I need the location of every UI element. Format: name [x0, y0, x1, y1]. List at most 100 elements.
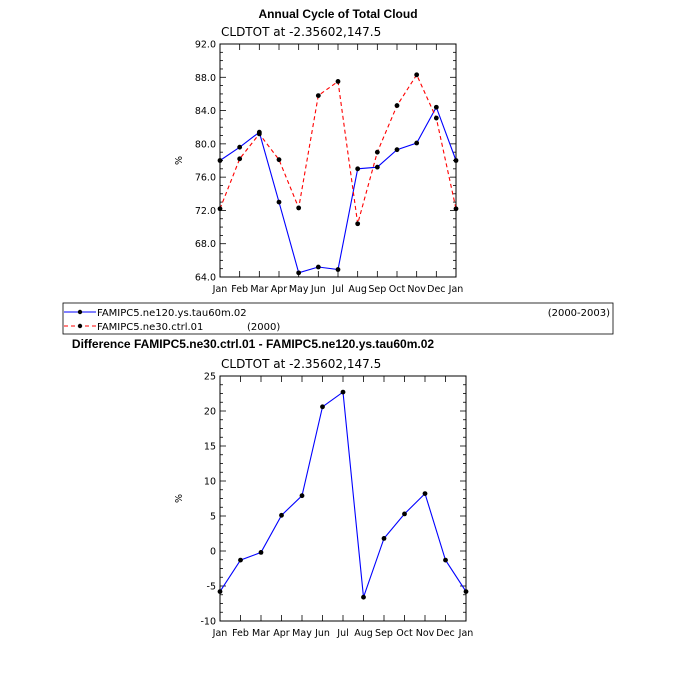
- chart2-ytick-label: 5: [210, 512, 216, 523]
- chart1-series-1-point: [355, 166, 361, 172]
- chart2-series-1-point: [463, 589, 469, 594]
- chart1-xtick-label: May: [289, 284, 309, 295]
- legend-marker-series-1: [77, 309, 83, 315]
- chart1-ytick-label: 68.0: [195, 239, 216, 250]
- chart2-series-1-point: [258, 550, 264, 555]
- chart1-xtick-label: Dec: [427, 284, 445, 295]
- chart1-title: Annual Cycle of Total Cloud: [258, 7, 417, 21]
- chart2-xtick-label: Nov: [416, 628, 435, 639]
- legend-label-series-1: FAMIPC5.ne120.ys.tau60m.02: [97, 308, 247, 319]
- chart1-ytick-label: 76.0: [195, 173, 216, 184]
- chart2-series-1-point: [320, 404, 325, 410]
- chart1-series-2-point: [355, 221, 361, 227]
- chart2-series-1-point: [381, 536, 387, 541]
- chart1-xtick-label: Mar: [250, 284, 268, 295]
- chart1-series-2-point: [256, 131, 262, 137]
- chart1-ytick-label: 80.0: [195, 139, 216, 150]
- chart1-series-2-point: [414, 72, 420, 78]
- chart1-series-2-point: [335, 79, 341, 84]
- chart1-xtick-label: Sep: [368, 284, 386, 295]
- chart1-series-1-point: [296, 270, 302, 276]
- chart1-series-2-point: [374, 149, 380, 155]
- chart1-series-2-line: [219, 73, 457, 224]
- chart1-xtick-label: Oct: [389, 284, 406, 295]
- legend-label-series-2: FAMIPC5.ne30.ctrl.01: [97, 322, 203, 333]
- chart1-xtick-label: Feb: [231, 284, 248, 295]
- chart1-ytick-label: 92.0: [195, 40, 216, 51]
- chart1-ytick-label: 84.0: [195, 106, 216, 117]
- chart1-series-1-point: [414, 140, 420, 146]
- chart1-subtitle: CLDTOT at -2.35602,147.5: [221, 25, 381, 39]
- chart2-xtick-label: Jan: [212, 628, 228, 639]
- chart1-series-2-point: [453, 206, 459, 212]
- chart1-series-2-point: [394, 103, 400, 108]
- chart1-xtick-label: Aug: [348, 284, 367, 295]
- chart1-series-1-point: [217, 158, 223, 163]
- chart2-xtick-label: Jan: [458, 628, 474, 639]
- chart2-series-1-line: [219, 391, 467, 598]
- chart1-series-1-point: [335, 267, 341, 272]
- chart2-ytick-label: -10: [200, 617, 216, 628]
- chart2-ylabel: %: [174, 494, 185, 503]
- chart1-xtick-label: Jul: [331, 284, 343, 295]
- chart2-ytick-label: 15: [204, 442, 216, 453]
- chart2-title: Difference FAMIPC5.ne30.ctrl.01 - FAMIPC…: [72, 337, 434, 351]
- chart2-plot: -10 -5 0 5 10 15 20 25% Jan Feb Mar Apr May Jun Jul Aug…: [174, 372, 473, 640]
- chart2-series-1-point: [217, 589, 223, 594]
- chart1-xtick-label: Jun: [310, 284, 326, 295]
- legend-period-series-2: (2000): [247, 322, 280, 333]
- chart2-xtick-label: Dec: [436, 628, 454, 639]
- legend: FAMIPC5.ne120.ys.tau60m.02 (2000-2003) F…: [62, 302, 614, 335]
- chart2-ytick-label: 10: [204, 477, 216, 488]
- chart1-ylabel: %: [174, 156, 185, 165]
- chart2-ytick-label: 0: [210, 547, 216, 558]
- chart2-xtick-label: May: [292, 628, 312, 639]
- chart2-frame: [219, 375, 467, 622]
- chart1-frame: [219, 43, 457, 278]
- legend-marker-series-2: [77, 323, 83, 329]
- chart2-xtick-label: Jul: [336, 628, 348, 639]
- legend-period-series-1: (2000-2003): [548, 308, 610, 319]
- chart2-xtick-label: Aug: [354, 628, 373, 639]
- chart2-xtick-label: Apr: [273, 628, 290, 639]
- chart2-xtick-label: Mar: [252, 628, 270, 639]
- chart2-series-1-point: [238, 557, 243, 563]
- chart1-plot: 64.068.072.076.080.084.088.092.0%Jan Feb M…: [174, 40, 463, 296]
- chart1-series-2-point: [276, 157, 282, 163]
- chart1-series-1-point: [276, 199, 282, 205]
- chart1-series-1-point: [374, 164, 380, 170]
- chart1-series-1-point: [237, 144, 243, 150]
- chart2-series-1-point: [279, 512, 284, 518]
- chart2-series-1-point: [402, 511, 407, 517]
- chart2-xtick-label: Sep: [375, 628, 393, 639]
- chart1-series-2-point: [237, 156, 243, 162]
- chart2-series-1-point: [299, 493, 305, 499]
- chart2-series-1-point: [422, 491, 428, 496]
- chart1-series-2-point: [296, 205, 302, 211]
- chart1-series-1-point: [453, 158, 459, 163]
- chart2-xtick-label: Feb: [232, 628, 249, 639]
- legend-box: [62, 302, 614, 335]
- chart2-ytick-label: 20: [204, 407, 216, 418]
- chart1-series-1-point: [315, 264, 321, 270]
- chart2-series-1-point: [361, 594, 366, 600]
- chart2-series-1-point: [340, 389, 346, 395]
- chart1-series-2-point: [217, 206, 223, 212]
- chart2-ytick-label: 25: [204, 372, 216, 383]
- chart2-ytick-label: -5: [207, 582, 216, 593]
- chart2-series-1-point: [443, 557, 448, 563]
- chart1-ytick-label: 72.0: [195, 206, 216, 217]
- chart1-xtick-label: Nov: [407, 284, 426, 295]
- chart1-series-2-point: [315, 93, 321, 98]
- chart1-xtick-label: Jan: [448, 284, 464, 295]
- chart1-series-1-point: [394, 147, 400, 153]
- chart1-xtick-label: Jan: [212, 284, 228, 295]
- chart2-xtick-label: Jun: [314, 628, 330, 639]
- chart2-xtick-label: Oct: [396, 628, 413, 639]
- chart1-series-1-line: [219, 105, 457, 274]
- chart1-series-1-point: [433, 104, 439, 110]
- chart2-subtitle: CLDTOT at -2.35602,147.5: [221, 357, 381, 371]
- chart1-xtick-label: Apr: [271, 284, 288, 295]
- chart1-series-2-point: [433, 115, 439, 121]
